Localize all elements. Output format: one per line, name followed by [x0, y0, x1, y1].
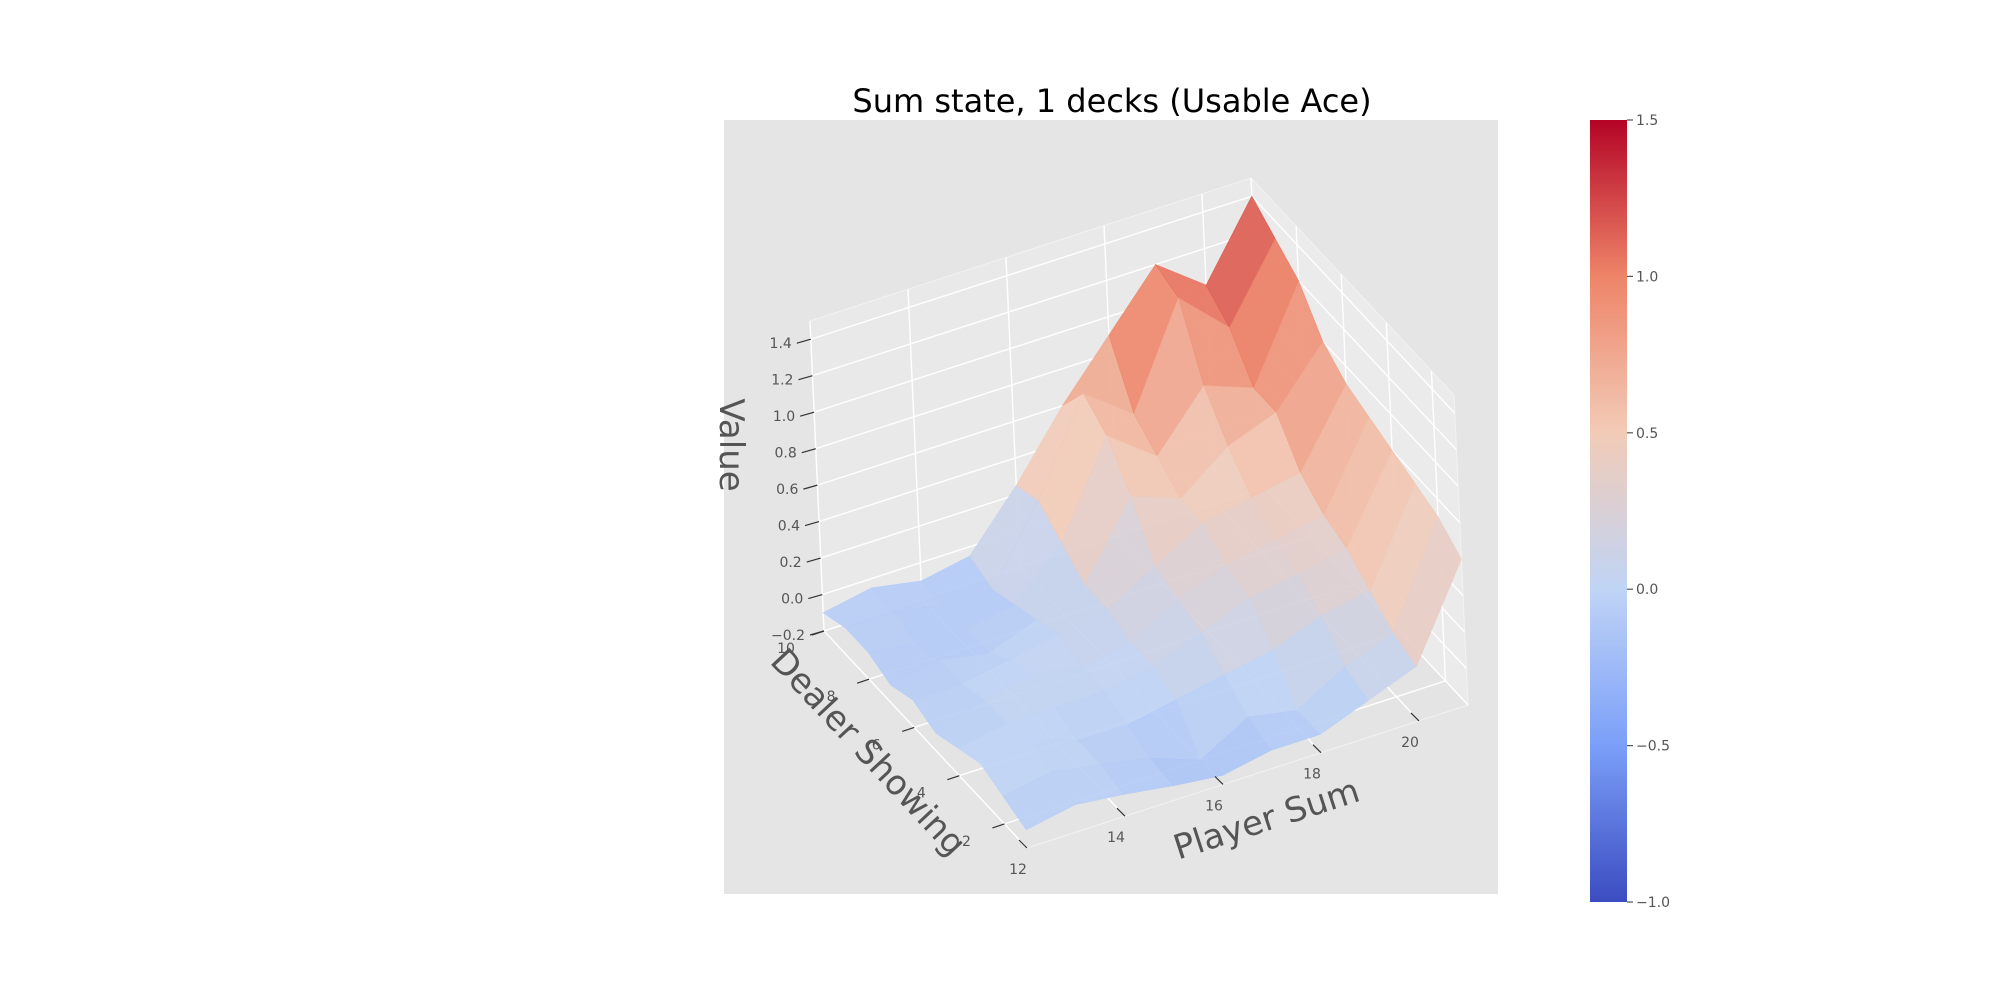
x-tick-mark: [1018, 839, 1028, 849]
y-tick-mark: [947, 775, 960, 781]
y-tick-mark: [992, 823, 1005, 829]
x-tick-label: 14: [1107, 830, 1125, 846]
y-tick-label: 2: [962, 834, 971, 850]
y-tick-label: 6: [872, 737, 881, 753]
z-tick-mark: [799, 411, 815, 417]
colorbar-tick-label: −1.0: [1636, 895, 1670, 911]
z-tick-label: 0.2: [779, 555, 801, 571]
y-tick-mark: [902, 726, 915, 733]
colorbar-tick-label: 1.0: [1636, 269, 1658, 285]
gridline-z-back: [810, 195, 1253, 340]
x-tick-label: 20: [1401, 735, 1419, 751]
y-tick-label: 4: [917, 786, 926, 802]
z-tick-label: 0.4: [778, 519, 800, 535]
z-tick-mark: [803, 484, 818, 490]
gridline-z-side: [1251, 195, 1456, 414]
colorbar-tick-label: 0.5: [1636, 426, 1658, 442]
surface-face: [1393, 516, 1462, 667]
z-tick-label: 0.8: [774, 446, 796, 462]
x-tick-mark: [1214, 776, 1224, 785]
gridline-x-back: [809, 320, 825, 632]
z-tick-mark: [809, 630, 825, 636]
x-tick-label: 16: [1205, 798, 1223, 814]
z-tick-label: 1.2: [771, 373, 793, 389]
colorbar-gradient: [1590, 120, 1627, 902]
z-tick-label: 1.4: [770, 336, 792, 352]
x-tick-mark: [1116, 807, 1126, 817]
z-axis-label: Value: [711, 398, 751, 491]
colorbar: −1.0 −0.5 0.0 0.5 1.0 1.5: [1590, 113, 1670, 911]
z-tick-mark: [808, 593, 823, 600]
z-tick-mark: [801, 448, 816, 454]
colorbar-tick-label: 1.5: [1636, 113, 1658, 129]
x-tick-mark: [1410, 712, 1420, 722]
axis-ticks: 12 14 16 18 20 2 4 6 8 10−0.2 0.0 0.2 0.4 0.6 0.8 1.0 1.…: [770, 336, 1420, 878]
colorbar-tick-label: −0.5: [1636, 739, 1670, 755]
y-tick-label: 10: [777, 641, 795, 657]
x-tick-label: 18: [1303, 767, 1321, 783]
y-tick-mark: [856, 678, 870, 684]
x-tick-mark: [1312, 744, 1322, 754]
z-tick-mark: [798, 375, 813, 381]
z-tick-label: 0.6: [776, 482, 798, 498]
gridline-x-floor: [823, 630, 1028, 849]
z-tick-mark: [806, 557, 821, 563]
z-tick-label: 0.0: [781, 592, 803, 608]
z-tick-label: −0.2: [771, 628, 805, 644]
chart-title: Sum state, 1 decks (Usable Ace): [852, 82, 1371, 120]
gridline-z-back: [812, 232, 1254, 377]
z-tick-mark: [796, 338, 811, 344]
z-tick-label: 1.0: [773, 409, 795, 425]
value-surface: [822, 195, 1462, 831]
y-tick-label: 8: [827, 689, 836, 705]
gridline-x-back: [907, 289, 923, 600]
z-tick-mark: [804, 521, 820, 527]
x-tick-label: 12: [1009, 862, 1027, 878]
colorbar-tick-label: 0.0: [1636, 582, 1658, 598]
